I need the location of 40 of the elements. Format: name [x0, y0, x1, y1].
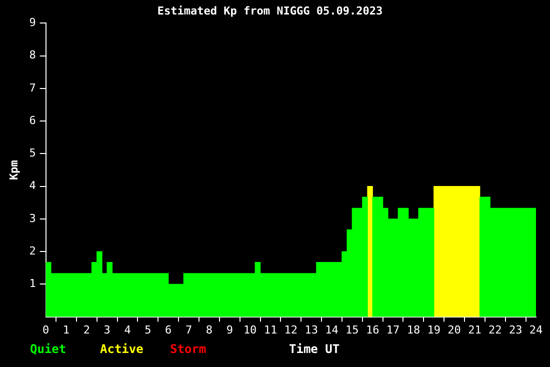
- x-tick-label: 21: [468, 323, 482, 336]
- x-tick-label: 20: [448, 323, 461, 336]
- x-tick-label: 18: [406, 323, 420, 336]
- x-tick-label: 15: [346, 323, 359, 336]
- y-tick-label: 2: [29, 244, 36, 258]
- y-tick-label: 1: [29, 277, 36, 290]
- x-tick-label: 12: [284, 323, 298, 336]
- x-tick-label: 14: [325, 323, 339, 336]
- x-tick-label: 7: [185, 323, 192, 336]
- x-tick-label: 3: [104, 323, 110, 336]
- x-tick-label: 24: [529, 323, 543, 336]
- x-axis-title: Time UT: [289, 342, 340, 356]
- x-tick-label: 6: [165, 323, 172, 336]
- x-tick-label: 10: [243, 323, 257, 336]
- x-tick-label: 11: [264, 323, 278, 336]
- text: Quiet: [30, 342, 68, 356]
- y-tick-label: 7: [29, 81, 36, 94]
- y-tick-label: 4: [29, 179, 36, 192]
- y-axis-title: Kpm: [7, 160, 20, 180]
- x-tick-label: 2: [83, 323, 90, 336]
- x-tick-label: 5: [144, 323, 152, 336]
- chart-title: Estimated Kp from NIGGG 05.09.2023: [157, 4, 383, 18]
- y-tick-label: 5: [29, 146, 36, 160]
- text: Active: [100, 342, 144, 356]
- y-tick-label: 9: [29, 16, 36, 30]
- x-tick-label: 4: [124, 323, 132, 336]
- y-tick-label: 6: [29, 114, 36, 127]
- x-tick-label: 1: [62, 323, 70, 336]
- x-tick-label: 8: [206, 323, 213, 336]
- y-tick-label: 3: [29, 212, 36, 225]
- x-tick-label: 22: [488, 323, 502, 336]
- text: Storm: [170, 342, 208, 356]
- y-tick-label: 8: [29, 48, 36, 62]
- x-tick-label: 23: [508, 323, 522, 336]
- x-tick-label: 13: [304, 323, 318, 336]
- x-tick-label: 19: [427, 323, 441, 336]
- x-tick-label: 16: [366, 323, 380, 336]
- x-tick-label: 0: [42, 323, 50, 336]
- x-tick-label: 9: [226, 323, 233, 336]
- x-tick-label: 17: [386, 323, 400, 336]
